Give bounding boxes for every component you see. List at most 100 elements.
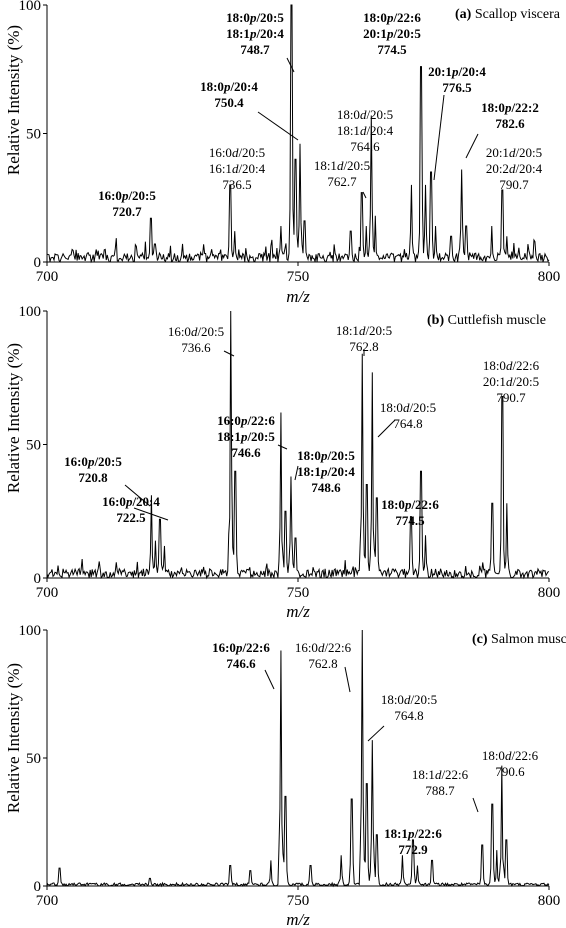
panel-title: (b) Cuttlefish muscle [427,313,546,328]
annotation-leader [377,419,396,438]
y-tick-label: 100 [19,623,42,639]
annotation-line: 18:0p/22:6 [381,497,439,512]
annotation-line: 18:0p/20:5 [226,10,284,25]
panel-name: Scallop viscera [471,7,560,22]
spectrum-trace [46,629,550,888]
annotation-leader [472,797,479,813]
panel-tag: (c) [472,632,488,647]
annotation-line: 16:0d/20:5 [209,145,265,160]
annotation-leader [367,725,385,742]
annotation-line: 18:1p/22:6 [384,826,442,841]
annotation-line: 774.5 [395,513,425,528]
annotation-line: 18:1p/20:4 [226,26,284,41]
annotation-line: 788.7 [425,783,455,798]
annotation-line: 18:0d/20:5 [337,107,393,122]
annotation-line: 18:0d/20:5 [380,400,436,415]
annotation-line: 16:0p/22:6 [217,413,275,428]
x-tick-label: 750 [287,269,310,285]
y-axis-title: Relative Intensity (%) [4,343,23,493]
annotation-line: 16:0p/20:5 [98,188,156,203]
annotation-line: 16:1d/20:4 [209,161,266,176]
annotation-leader [286,57,295,73]
y-tick-label: 0 [34,879,42,895]
annotation-line: 20:1d/20:5 [483,374,539,389]
annotation-leader [264,669,275,690]
y-tick-label: 100 [19,304,42,320]
panel-title: (a) Scallop viscera [455,7,561,22]
annotation-line: 16:0d/20:5 [168,324,224,339]
x-tick-label: 800 [538,269,561,285]
annotation-line: 748.6 [311,480,341,495]
y-tick-label: 0 [34,571,42,587]
annotation-leader [344,666,351,693]
annotation-line: 746.6 [226,656,256,671]
annotation-line: 18:0d/20:5 [381,692,437,707]
annotation-leader [257,111,299,141]
y-tick-label: 0 [34,255,42,271]
x-tick-label: 700 [36,893,59,909]
panel-name: Cuttlefish muscle [444,313,546,328]
x-axis-title: m/z [286,602,310,621]
annotation-line: 776.5 [442,80,472,95]
annotation-line: 18:1d/20:5 [336,323,392,338]
annotation-line: 20:1p/20:4 [428,64,486,79]
annotation-line: 764.6 [350,139,380,154]
annotation-line: 18:0p/20:5 [297,448,355,463]
annotation-line: 720.8 [78,470,108,485]
y-axis-title: Relative Intensity (%) [4,663,23,813]
annotation-leader [433,94,445,181]
annotation-line: 790.7 [496,390,526,405]
annotation-line: 764.8 [394,708,423,723]
annotation-leader [133,507,169,521]
y-tick-label: 100 [19,0,42,14]
annotation-line: 18:0d/22:6 [483,358,540,373]
annotation-leader [277,444,288,450]
x-axis-title: m/z [286,910,310,928]
spectrum-panel-a: 0 50 100 700 750 800 m/z Relative Intensity (%)… [4,0,561,306]
annotation-line: 750.4 [214,95,244,110]
annotation-line: 762.7 [327,174,357,189]
panel-name: Salmon muscle [488,632,566,647]
annotation-line: 746.6 [231,445,261,460]
annotation-line: 20:1d/20:5 [486,145,542,160]
annotation-line: 18:1d/20:4 [337,123,394,138]
panel-title: (c) Salmon muscle [472,632,566,647]
y-tick-label: 50 [26,438,41,454]
x-tick-label: 700 [36,269,59,285]
annotation-line: 18:1p/20:4 [297,464,355,479]
annotation-line: 20:1p/20:5 [363,26,421,41]
annotation-line: 782.6 [495,116,525,131]
annotation-leader [362,191,367,199]
annotation-line: 16:0d/22:6 [295,640,352,655]
annotation-line: 774.5 [377,42,407,57]
annotation-line: 736.6 [181,340,211,355]
annotation-line: 790.7 [499,177,529,192]
x-tick-label: 750 [287,893,310,909]
annotation-line: 18:0d/22:6 [482,748,539,763]
annotation-line: 16:0p/22:6 [212,640,270,655]
annotation-line: 20:2d/20:4 [486,161,543,176]
annotation-line: 18:0p/22:2 [481,100,539,115]
annotation-line: 748.7 [240,42,270,57]
y-tick-label: 50 [26,127,41,143]
panel-tag: (b) [427,313,444,328]
annotation-line: 722.5 [116,510,146,525]
